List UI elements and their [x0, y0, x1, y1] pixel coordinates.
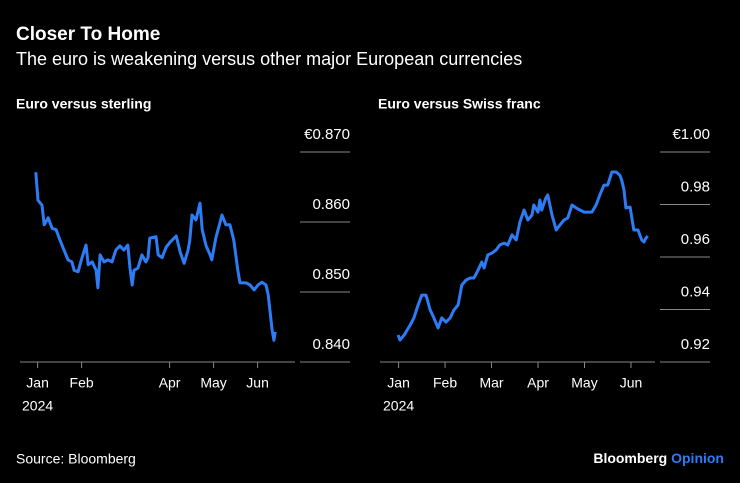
brand-name: Bloomberg — [593, 450, 667, 466]
brand: Bloomberg Opinion — [593, 450, 724, 466]
x-tick-label: May — [571, 375, 597, 391]
chart-title: Euro versus Swiss franc — [378, 96, 541, 112]
subtitle: The euro is weakening versus other major… — [16, 49, 522, 69]
y-tick-label: 0.840 — [312, 336, 350, 353]
y-tick-label: 0.94 — [681, 283, 710, 300]
x-tick-label: Jan — [387, 375, 410, 391]
y-tick-label: 0.92 — [681, 336, 710, 353]
y-tick-label: 0.96 — [681, 231, 710, 248]
x-year-label: 2024 — [383, 398, 414, 414]
x-tick-label: Jun — [246, 375, 269, 391]
x-tick-label: Apr — [527, 375, 549, 391]
y-tick-label: 0.860 — [312, 196, 350, 213]
x-tick-label: Feb — [70, 375, 94, 391]
y-tick-label: €1.00 — [672, 126, 710, 143]
chart-title: Euro versus sterling — [16, 96, 151, 112]
source: Source: Bloomberg — [16, 451, 136, 467]
x-tick-label: Apr — [159, 375, 181, 391]
y-tick-label: 0.98 — [681, 178, 710, 195]
line — [396, 170, 649, 342]
x-tick-label: Mar — [479, 375, 503, 391]
brand-opinion: Opinion — [671, 450, 724, 466]
x-tick-label: Jun — [620, 375, 643, 391]
x-tick-label: May — [200, 375, 226, 391]
y-tick-label: 0.850 — [312, 266, 350, 283]
y-tick-label: €0.870 — [304, 126, 350, 143]
x-tick-label: Jan — [26, 375, 49, 391]
x-tick-label: Feb — [433, 375, 457, 391]
x-year-label: 2024 — [22, 398, 53, 414]
title: Closer To Home — [16, 24, 160, 45]
line — [34, 172, 277, 342]
